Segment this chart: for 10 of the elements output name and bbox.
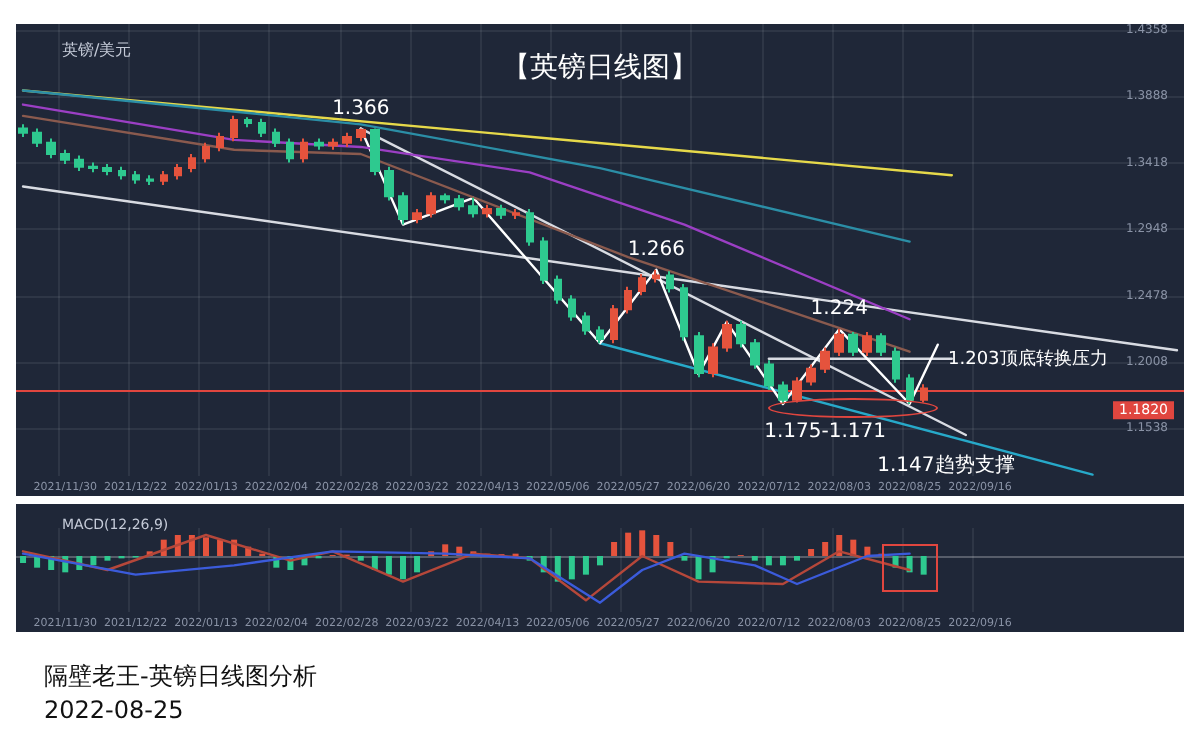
annotation: 1.366 <box>332 97 390 120</box>
text: 隔壁老王-英镑日线图分析 <box>44 660 317 694</box>
text: 【英镑日线图】 <box>502 52 698 84</box>
text: 英镑/美元 <box>62 41 132 59</box>
annotation: 1.224 <box>810 298 868 321</box>
text: 2022-08-25 <box>44 694 186 728</box>
annotation: 1.203顶底转换压力 <box>948 348 1108 370</box>
annotation: 1.266 <box>627 238 685 261</box>
annotation: 1.147趋势支撑 <box>877 452 1015 477</box>
annotation: 1.175-1.171 <box>764 420 887 443</box>
